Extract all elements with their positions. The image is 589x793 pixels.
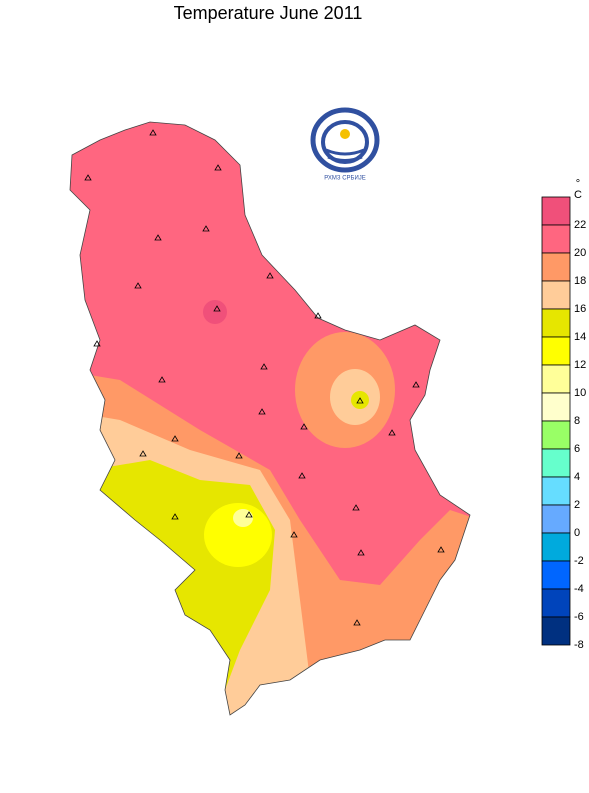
station [84,174,92,181]
legend-swatch [541,560,571,590]
station [245,511,253,518]
legend-tick-label: 20 [574,247,586,259]
legend-unit-letter: C [574,189,582,201]
legend-tick-label: -2 [574,555,584,567]
border [69,121,471,716]
station [171,435,179,442]
legend-tick-label: 10 [574,387,586,399]
station [357,549,365,556]
legend-swatch [541,588,571,618]
legend-swatch [541,532,571,562]
station [352,504,360,511]
legend-tick-label: 0 [574,527,580,539]
logo: РХМЗ СРБИЈЕ [310,107,380,182]
legend-tick-label: 22 [574,219,586,231]
station [353,619,361,626]
legend-swatch [541,392,571,422]
station [258,408,266,415]
station [93,340,101,347]
legend-swatch [541,616,571,646]
legend-swatch [541,448,571,478]
station [412,381,420,388]
legend-unit-symbol: ° [576,178,580,190]
station [235,452,243,459]
station [214,164,222,171]
legend-tick-label: -6 [574,611,584,623]
station [154,234,162,241]
station [388,429,396,436]
legend-swatch [541,364,571,394]
station [300,423,308,430]
legend-tick-label: 6 [574,443,580,455]
legend-swatch [541,476,571,506]
title: Temperature June 2011 [174,3,363,23]
station [437,546,445,553]
station [158,376,166,383]
station [260,363,268,370]
station [290,531,298,538]
legend-swatch [541,196,571,226]
station [134,282,142,289]
legend-swatch [541,504,571,534]
station [314,312,322,319]
legend-swatch [541,280,571,310]
legend-tick-label: 2 [574,499,580,511]
logo-text: РХМЗ СРБИЈЕ [324,176,366,182]
legend-tick-label: 4 [574,471,580,483]
station [266,272,274,279]
station [149,129,157,136]
legend-swatch [541,308,571,338]
legend-tick-label: -8 [574,639,584,651]
station [202,225,210,232]
legend-tick-label: 16 [574,303,586,315]
legend-swatch [541,252,571,282]
legend-swatch [541,420,571,450]
legend-tick-label: 18 [574,275,586,287]
legend-tick-label: -4 [574,583,584,595]
legend-tick-label: 8 [574,415,580,427]
temperature-map [70,122,470,715]
station [139,450,147,457]
station [213,305,221,312]
stations [84,129,445,626]
station [356,397,364,404]
legend-tick-label: 14 [574,331,586,343]
legend-swatch [541,336,571,366]
station [171,513,179,520]
legend-tick-label: 12 [574,359,586,371]
station [298,472,306,479]
legend-swatch [541,224,571,254]
